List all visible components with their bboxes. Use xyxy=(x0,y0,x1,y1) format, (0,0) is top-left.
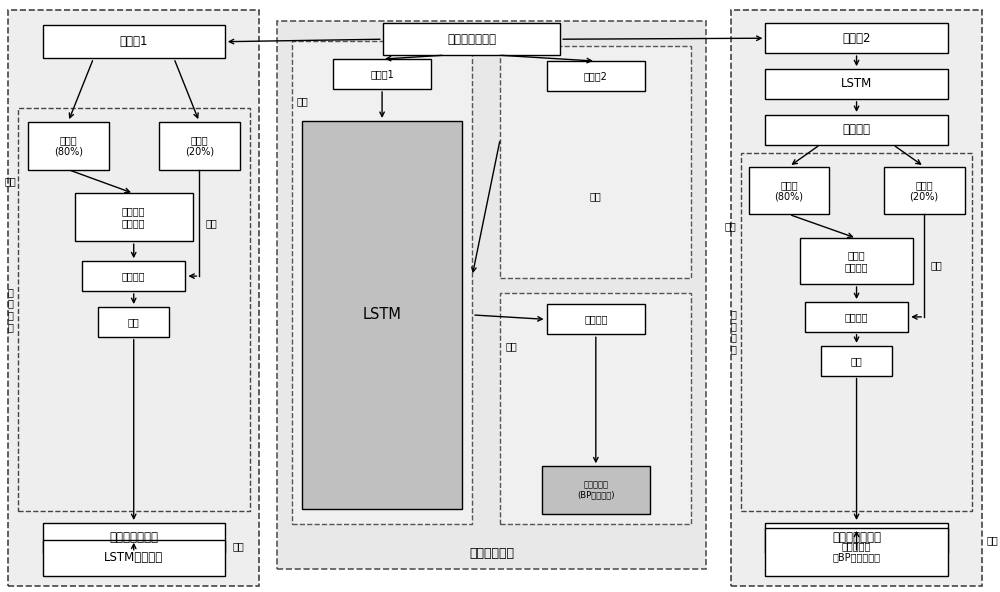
Bar xyxy=(82,261,185,291)
Text: 测试集
(20%): 测试集 (20%) xyxy=(910,180,939,201)
Text: 训练集1: 训练集1 xyxy=(119,35,148,48)
Bar xyxy=(8,10,259,585)
Bar xyxy=(302,121,462,509)
Text: 预测: 预测 xyxy=(205,218,217,228)
Text: 次级学习器
（BP神经网络）: 次级学习器 （BP神经网络） xyxy=(833,541,881,562)
Text: 预处理后的数据: 预处理后的数据 xyxy=(447,33,496,46)
Bar xyxy=(292,41,472,524)
Text: 训练: 训练 xyxy=(725,221,737,231)
Bar xyxy=(18,108,250,511)
Bar xyxy=(43,523,225,553)
Text: 训练: 训练 xyxy=(297,96,309,106)
Bar xyxy=(542,466,650,514)
Text: 训练: 训练 xyxy=(4,176,16,186)
Bar xyxy=(547,61,645,91)
Text: 训练集2: 训练集2 xyxy=(584,71,608,81)
Text: 评估: 评估 xyxy=(851,356,862,366)
Text: 训练集2: 训练集2 xyxy=(842,32,871,45)
Text: 改进的
神经网络: 改进的 神经网络 xyxy=(845,250,868,272)
Bar xyxy=(731,10,982,585)
Text: LSTM: LSTM xyxy=(841,78,872,91)
Text: 预测结果: 预测结果 xyxy=(122,271,145,281)
Bar xyxy=(43,25,225,58)
Bar xyxy=(500,292,691,524)
Text: 最优模型超参数: 最优模型超参数 xyxy=(109,532,158,545)
Text: 输出结果: 输出结果 xyxy=(843,123,871,136)
Bar xyxy=(75,194,193,242)
Text: 输入: 输入 xyxy=(590,192,602,202)
Bar xyxy=(884,166,965,214)
Bar xyxy=(800,238,913,284)
Text: 次级学习器
(BP神经网络): 次级学习器 (BP神经网络) xyxy=(577,480,615,500)
Text: LSTM: LSTM xyxy=(363,307,402,323)
Text: 交
叉
验
证: 交 叉 验 证 xyxy=(731,310,737,354)
Text: 训练集1: 训练集1 xyxy=(370,69,394,79)
Bar xyxy=(805,302,908,332)
Bar xyxy=(749,166,829,214)
Bar xyxy=(333,59,431,89)
Text: 训练: 训练 xyxy=(233,541,245,551)
Bar xyxy=(159,122,240,169)
Bar xyxy=(765,528,948,575)
Bar xyxy=(28,122,109,169)
Text: 预测: 预测 xyxy=(930,260,942,271)
Text: 训练: 训练 xyxy=(505,341,517,351)
Text: 掘进参数
预测模型: 掘进参数 预测模型 xyxy=(122,207,145,228)
Bar xyxy=(765,23,948,53)
Bar xyxy=(765,523,948,553)
Bar xyxy=(821,346,892,376)
Text: 输出结果: 输出结果 xyxy=(584,314,608,324)
Bar xyxy=(98,307,169,337)
Bar xyxy=(43,540,225,575)
Bar xyxy=(765,69,948,99)
Bar xyxy=(383,23,560,55)
Text: 测试集
(20%): 测试集 (20%) xyxy=(185,135,214,156)
Text: LSTM预测模型: LSTM预测模型 xyxy=(104,551,163,564)
Bar xyxy=(741,153,972,511)
Bar xyxy=(500,46,691,278)
Text: 评估: 评估 xyxy=(128,317,140,327)
Text: 预测结果: 预测结果 xyxy=(845,312,868,322)
Bar xyxy=(765,115,948,144)
Bar xyxy=(547,304,645,334)
Text: 训练: 训练 xyxy=(986,535,998,545)
Text: 训练集
(80%): 训练集 (80%) xyxy=(54,135,83,156)
Text: 最优模型超参数: 最优模型超参数 xyxy=(832,532,881,545)
Text: 训练集
(80%): 训练集 (80%) xyxy=(775,180,804,201)
Text: 交
叉
验
证: 交 叉 验 证 xyxy=(7,287,13,332)
Bar xyxy=(277,21,706,569)
Text: 堆叠集成模型: 堆叠集成模型 xyxy=(469,547,514,560)
